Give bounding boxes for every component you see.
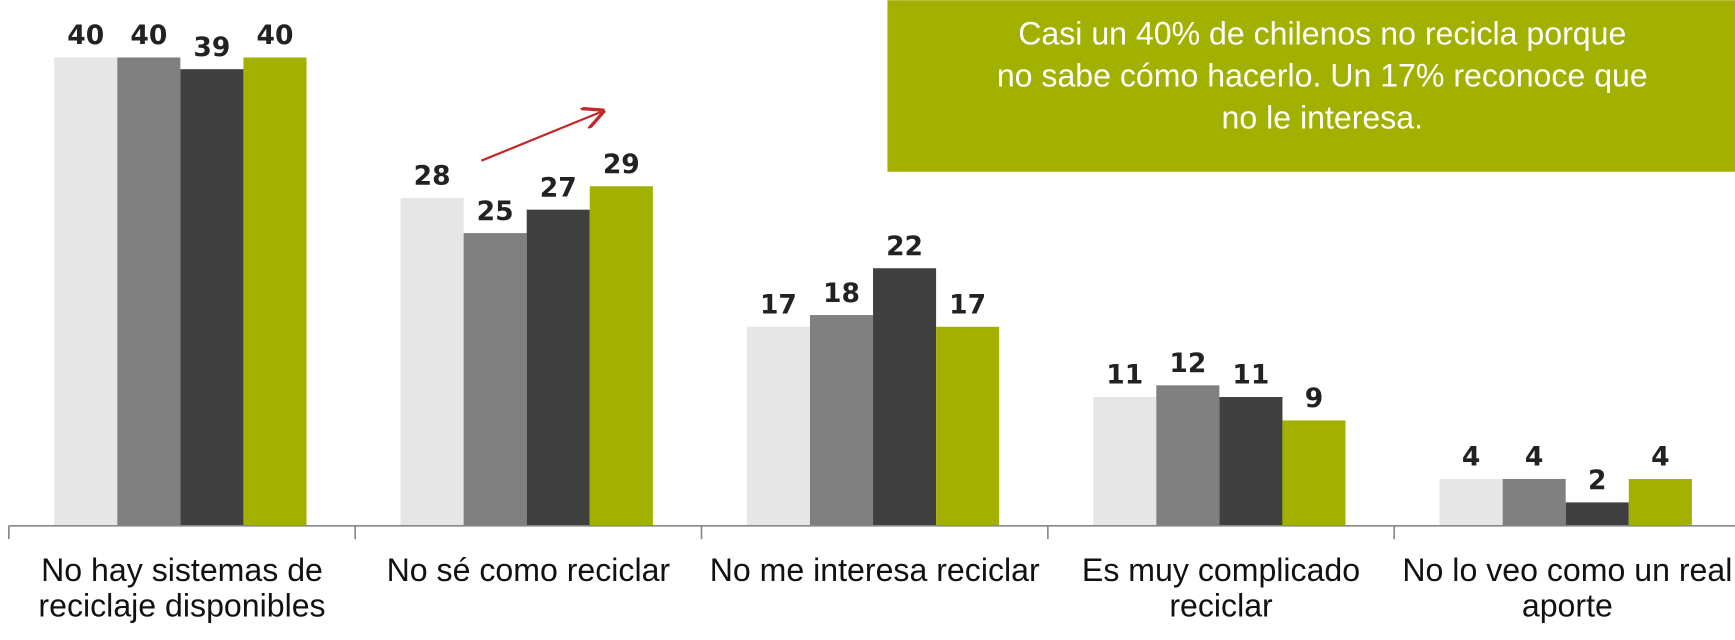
data-label: 11	[1232, 360, 1269, 391]
bar	[936, 326, 1000, 526]
x-tick-label: No me interesa reciclar	[709, 553, 1040, 589]
x-tick-label-box: No sé como reciclar	[386, 553, 671, 589]
bar	[117, 57, 181, 526]
data-label: 25	[477, 196, 514, 227]
annotation-box	[887, 0, 1735, 172]
data-label: 40	[256, 20, 293, 51]
bar	[1156, 385, 1220, 526]
x-tick-label-box: No me interesa reciclar	[709, 553, 1040, 589]
x-tick-label-box: No lo veo como un real aporte	[1402, 553, 1733, 625]
data-label: 4	[1651, 442, 1669, 473]
x-tick-label: Es muy complicado reciclar	[1081, 553, 1361, 625]
bar	[400, 197, 464, 526]
data-label: 40	[67, 20, 104, 51]
annotation-text: no le interesa.	[1222, 100, 1424, 136]
data-label: 4	[1525, 442, 1543, 473]
bar	[1439, 478, 1503, 526]
bar	[1565, 502, 1629, 526]
x-tick-label: No lo veo como un real aporte	[1402, 553, 1733, 625]
data-label: 17	[949, 289, 986, 320]
bar	[1628, 478, 1692, 526]
bar	[1093, 397, 1157, 526]
bar	[180, 69, 244, 526]
x-tick-label-box: Es muy complicado reciclar	[1081, 553, 1361, 625]
x-tick-label: No sé como reciclar	[386, 553, 671, 589]
x-tick-label: No hay sistemas de reciclaje disponibles	[38, 553, 326, 625]
data-label: 40	[130, 20, 167, 51]
data-label: 39	[193, 32, 230, 63]
x-tick-label-box: No hay sistemas de reciclaje disponibles	[38, 553, 326, 625]
data-label: 2	[1588, 465, 1606, 496]
bar	[526, 209, 590, 526]
data-label: 12	[1169, 348, 1206, 379]
annotation-text: Casi un 40% de chilenos no recicla porqu…	[1018, 15, 1626, 51]
data-label: 11	[1106, 360, 1143, 391]
bar	[746, 326, 810, 526]
bar	[1219, 397, 1283, 526]
data-label: 17	[760, 289, 797, 320]
bar	[809, 315, 874, 526]
bar	[243, 57, 307, 526]
data-label: 27	[540, 172, 577, 203]
trend-arrow	[480, 112, 601, 162]
bar	[1282, 420, 1346, 526]
data-label: 22	[886, 231, 923, 262]
annotation-text: no sabe cómo hacerlo. Un 17% reconoce qu…	[997, 58, 1648, 94]
bar	[873, 268, 937, 526]
bar	[589, 186, 653, 526]
data-label: 28	[414, 161, 451, 192]
bar	[54, 57, 118, 526]
bar	[463, 233, 527, 526]
data-label: 18	[823, 278, 860, 309]
data-label: 29	[603, 149, 640, 180]
data-label: 9	[1305, 383, 1323, 414]
data-label: 4	[1462, 442, 1480, 473]
bar	[1502, 478, 1566, 526]
